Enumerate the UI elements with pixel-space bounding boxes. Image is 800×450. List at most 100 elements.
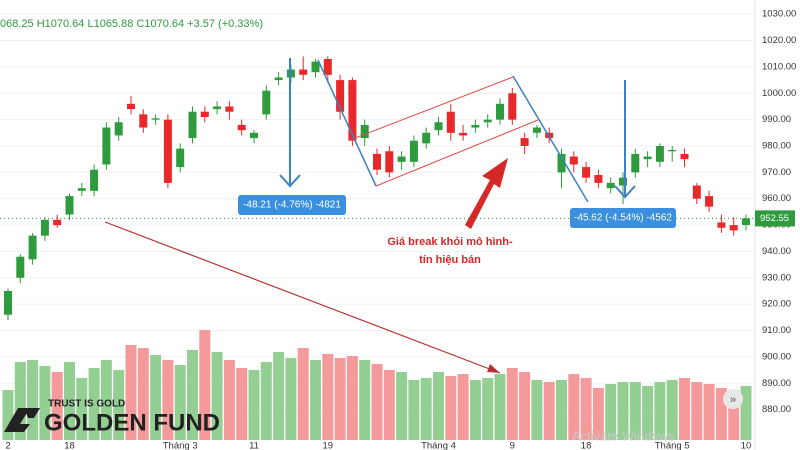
candle-body [680,153,689,160]
volume-bar [666,380,678,440]
y-tick-label: 890.00 [762,378,791,389]
signal-text: tín hiệu bán [419,254,481,266]
volume-bar [506,368,518,440]
volume-bar [482,378,494,440]
candle-body [163,119,172,183]
volume-bar [100,360,112,440]
candle-body [360,124,369,139]
channel-line [349,76,514,141]
volume-bar [88,368,100,440]
volume-bar [396,372,408,440]
candle-body [237,124,246,131]
candle-body [213,106,222,110]
volume-bar [322,354,334,440]
x-tick-label: Tháng 3 [163,441,198,450]
volume-bar [273,352,285,440]
measure-label: -48.21 (-4.76%) -4821 [243,200,341,211]
candle-body [496,103,504,120]
candle-body [336,80,345,112]
candle-body [729,225,738,231]
volume-bar [248,370,260,440]
candle-body [311,61,320,73]
volume-bar [64,362,75,440]
volume-bar [654,382,666,440]
candle-body [569,156,578,165]
candle-body [127,103,135,110]
candle-body [422,132,431,144]
volume-bar [297,348,309,440]
volume-bar [715,388,727,440]
volume-bar [27,360,39,440]
candle-body [299,69,308,75]
volume-bar [125,345,137,440]
volume-bar [162,360,174,440]
volume-bar [383,370,395,440]
volume-bar [691,382,703,440]
candle-pane [4,56,750,320]
candle-body [102,127,111,165]
y-tick-label: 1000.00 [762,88,796,99]
volume-bar [51,372,63,440]
measure-box [238,195,346,215]
x-tick-label: Tháng 4 [421,441,456,450]
volume-bar [445,376,457,440]
volume-bar [211,352,223,440]
candle-body [705,196,714,207]
volume-bar [605,384,617,440]
candle-body [668,149,677,152]
volume-bar [14,362,26,440]
x-tick-label: 2 [5,441,10,450]
scroll-button[interactable] [723,389,743,409]
measure-label: -45.62 (-4.54%) -4562 [574,213,672,224]
trend-line [512,75,589,203]
volume-bar [420,378,432,440]
volume-bar [334,358,346,440]
candle-body [40,219,49,236]
last-price-label: 952.55 [760,213,789,224]
channel-line [375,119,539,187]
y-tick-label: 920.00 [762,299,791,310]
volume-bar [642,386,654,440]
y-tick-label: 880.00 [762,404,791,415]
trend-line [317,59,377,187]
volume-bar [433,372,444,440]
candle-body [606,182,615,189]
y-tick-label: 970.00 [762,167,791,178]
candle-body [434,122,443,131]
candle-body [594,175,603,183]
volume-bar [199,330,211,440]
x-tick-label: 18 [64,441,75,450]
candle-body [655,146,664,162]
candle-body [262,90,271,115]
volume-bar [260,362,272,440]
candle-body [582,167,591,178]
candle-body [397,156,406,162]
candle-body [631,153,640,173]
logo: TRUST IS GOLD GOLDEN FUND [4,399,220,436]
arrow-head [487,364,500,373]
logo-tagline: TRUST IS GOLD [48,399,125,410]
volume-bar [469,380,481,440]
volume-bar [2,390,14,440]
logo-mark [4,408,30,432]
volume-bar [408,380,420,440]
volume-bar [679,378,690,440]
y-tick-label: 1020.00 [762,35,796,46]
candle-body [483,119,492,123]
candle-body [274,77,283,81]
y-tick-label: 930.00 [762,272,791,283]
y-tick-label: 910.00 [762,325,791,336]
volume-bar [285,358,297,440]
volume-arrow [104,221,501,374]
candle-body [385,151,394,173]
scroll-icon[interactable]: » [730,394,736,406]
volume-bar [703,384,715,440]
candle-body [188,111,197,139]
volume-bar [740,386,752,440]
candle-body [323,59,332,75]
candle-body [225,106,234,112]
candle-body [717,222,726,228]
measure-box [570,208,676,228]
candle-body [176,148,185,168]
